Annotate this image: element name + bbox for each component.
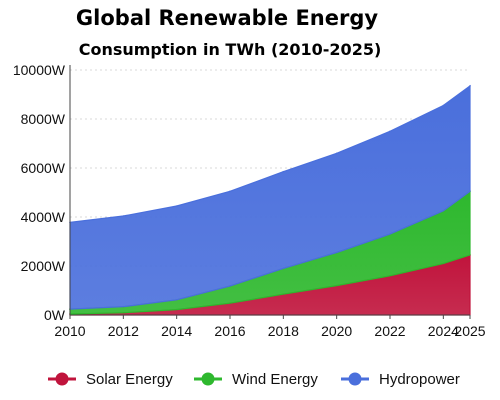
y-tick-label: 8000W [21,111,66,127]
y-tick-label: 2000W [21,258,66,274]
y-tick-label: 6000W [21,160,66,176]
y-tick-label: 0W [44,307,66,323]
legend-marker [348,372,362,386]
x-tick-label: 2018 [268,323,299,339]
legend-item-solar-energy[interactable]: Solar Energy [48,371,173,388]
chart-title: Global Renewable Energy [76,6,378,30]
legend: Solar Energy Wind Energy Hydropower [48,371,460,388]
data-point-hydropower [389,130,391,133]
data-point-hydropower [175,205,178,207]
x-tick-label: 2014 [161,323,192,339]
x-tick-label: 2016 [214,323,245,339]
legend-label: Wind Energy [232,371,318,388]
x-tick-label: 2025 [454,323,485,339]
y-tick-label: 4000W [21,209,66,225]
chart-subtitle: Consumption in TWh (2010-2025) [79,40,382,59]
x-tick-label: 2012 [108,323,139,339]
plot-area [69,84,471,316]
y-tick-label: 10000W [13,62,66,78]
x-tick-label: 2024 [428,323,459,339]
legend-item-hydropower[interactable]: Hydropower [341,371,460,388]
data-point-hydropower [335,152,338,155]
legend-label: Hydropower [379,371,460,388]
legend-label: Solar Energy [86,371,173,388]
legend-marker [55,372,69,386]
data-point-hydropower [229,190,231,193]
x-tick-label: 2020 [321,323,352,339]
x-tick-label: 2022 [374,323,405,339]
data-point-hydropower [442,104,445,107]
data-point-hydropower [469,85,471,87]
data-point-hydropower [122,215,125,217]
data-point-hydropower [282,170,285,173]
legend-item-wind-energy[interactable]: Wind Energy [194,371,318,388]
axes: 0W 2000W 4000W 6000W 8000W 10000W 2010 2012 2014… [13,62,486,339]
x-tick-label: 2010 [54,323,85,339]
legend-marker [201,372,215,386]
